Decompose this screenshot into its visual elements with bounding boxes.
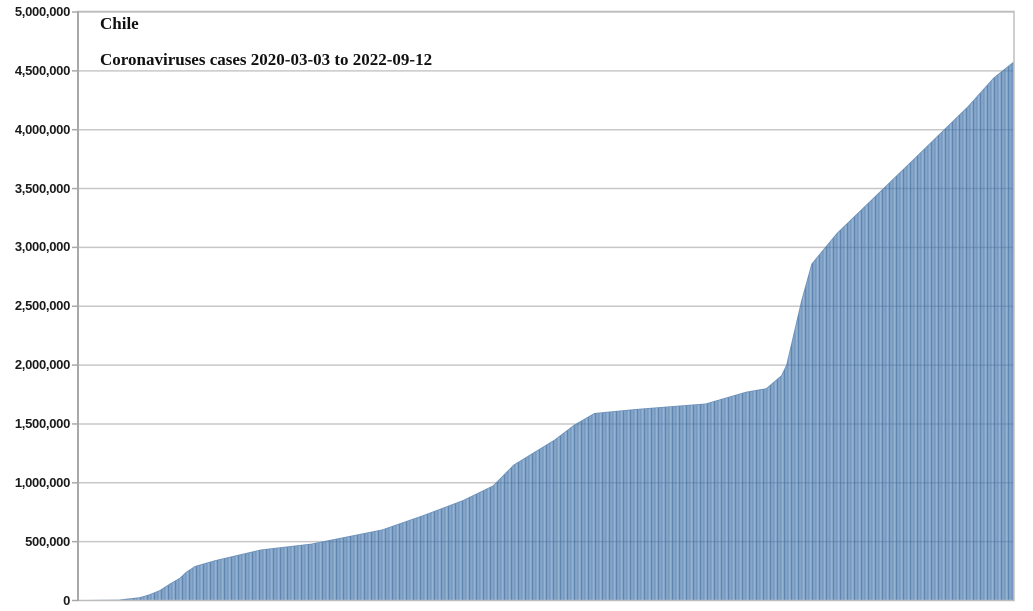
y-axis-ticks: [72, 11, 78, 602]
y-tick-label: 500,000: [25, 533, 70, 549]
y-tick-label: 5,000,000: [14, 4, 70, 19]
y-tick-label: 1,500,000: [14, 415, 70, 431]
cumulative-cases-area: [78, 61, 1014, 601]
y-tick-label: 1,000,000: [14, 474, 70, 490]
y-tick-label: 3,000,000: [14, 239, 70, 255]
y-tick-label: 4,000,000: [14, 121, 70, 137]
y-tick-label: 2,500,000: [14, 298, 70, 314]
y-tick-label: 0: [63, 592, 70, 608]
y-tick-label: 4,500,000: [14, 62, 70, 78]
y-tick-label: 3,500,000: [14, 180, 70, 196]
chart-title: Chile: [100, 14, 139, 33]
y-tick-label: 2,000,000: [14, 357, 70, 373]
chart-subtitle: Coronaviruses cases 2020-03-03 to 2022-0…: [100, 50, 433, 69]
